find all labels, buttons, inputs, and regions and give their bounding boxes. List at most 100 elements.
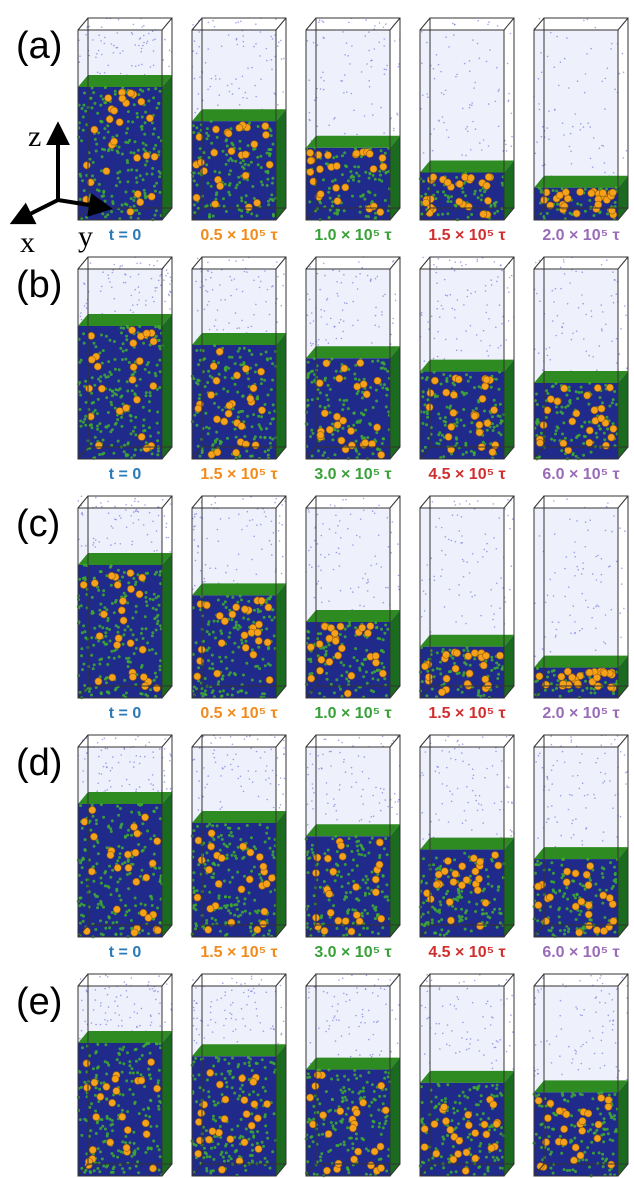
- vapor-dot: [144, 755, 146, 758]
- vapor-dot: [555, 628, 558, 631]
- vapor-dot: [592, 573, 594, 575]
- vapor-dot: [393, 127, 395, 130]
- film-bead: [240, 689, 244, 693]
- film-bead: [117, 813, 121, 817]
- vapor-dot: [283, 747, 285, 749]
- film-bead: [230, 618, 234, 622]
- vapor-dot: [373, 512, 376, 515]
- film-bead: [148, 597, 152, 601]
- film-bead: [208, 890, 212, 894]
- film-bead: [89, 423, 93, 427]
- film-bead: [205, 648, 209, 652]
- vapor-dot: [598, 345, 600, 347]
- vapor-dot: [152, 788, 155, 791]
- vapor-dot: [490, 588, 493, 591]
- nanoparticle: [352, 883, 360, 891]
- film-bead: [220, 694, 224, 698]
- film-bead: [225, 904, 229, 907]
- film-bead: [146, 829, 150, 833]
- nanoparticle: [339, 416, 347, 425]
- vapor-dot: [375, 306, 377, 309]
- film-bead: [95, 142, 99, 146]
- film-bead: [547, 670, 551, 674]
- vapor-dot: [335, 337, 338, 340]
- film-bead: [269, 890, 273, 894]
- vapor-dot: [604, 529, 607, 532]
- vapor-dot: [259, 523, 262, 526]
- film-bead: [271, 362, 275, 366]
- vapor-dot: [397, 585, 400, 588]
- film-bead: [98, 453, 102, 456]
- box-depth-edge: [389, 256, 401, 270]
- film-bead: [203, 677, 207, 680]
- vapor-dot: [368, 86, 371, 88]
- vapor-dot: [277, 45, 279, 47]
- vapor-dot: [477, 19, 480, 22]
- film-bead: [595, 435, 599, 439]
- film-bead: [116, 418, 120, 422]
- vapor-dot: [98, 541, 100, 543]
- vapor-dot: [484, 533, 487, 535]
- vapor-dot: [272, 285, 274, 287]
- film-bead: [102, 136, 106, 140]
- vapor-dot: [574, 631, 577, 634]
- film-bead: [213, 344, 217, 348]
- vapor-dot: [144, 744, 147, 747]
- vapor-dot: [253, 279, 255, 282]
- nanoparticle: [258, 406, 266, 415]
- vapor-dot: [546, 55, 549, 58]
- vapor-dot: [435, 271, 438, 274]
- film-bead: [144, 143, 148, 147]
- film-bead: [257, 414, 261, 418]
- film-bead: [533, 399, 537, 403]
- film-top-surface: [192, 811, 286, 823]
- film-bead: [117, 145, 121, 149]
- box-front-edge: [77, 29, 163, 221]
- film-bead: [153, 189, 157, 193]
- film-bead: [106, 130, 110, 134]
- film-bead: [120, 210, 124, 214]
- film-bead: [354, 835, 358, 839]
- frame-4: 4.5 × 10⁵ τ: [419, 256, 515, 483]
- film-bead: [344, 895, 347, 899]
- film-bead: [562, 421, 566, 425]
- vapor-dot: [153, 300, 155, 303]
- film-bead: [93, 101, 97, 105]
- vapor-dot: [556, 314, 559, 317]
- vapor-dot: [116, 32, 119, 34]
- film-bead: [252, 413, 256, 417]
- vapor-dot: [113, 297, 116, 300]
- film-bead: [336, 429, 340, 433]
- vapor-dot: [275, 497, 277, 500]
- film-bead: [117, 894, 121, 898]
- film-bead: [154, 652, 158, 655]
- film-bead: [110, 649, 114, 653]
- vapor-dot: [469, 104, 471, 106]
- film-bead: [247, 891, 251, 895]
- film-bead: [584, 679, 587, 683]
- vapor-dot: [580, 123, 582, 125]
- film-bead: [466, 649, 470, 653]
- vapor-dot: [574, 113, 576, 115]
- vapor-dot: [258, 286, 261, 289]
- film-bead: [226, 390, 230, 393]
- vapor-dot: [101, 738, 104, 741]
- vapor-dot: [372, 114, 374, 116]
- film-bead: [205, 851, 209, 855]
- film-bead: [91, 814, 95, 818]
- vapor-dot: [210, 271, 213, 274]
- vapor-dot: [163, 515, 166, 517]
- film-bead: [242, 420, 246, 424]
- film-bead: [263, 403, 267, 406]
- film-bead: [559, 410, 563, 414]
- film-bead: [148, 400, 151, 404]
- film-bead: [97, 182, 101, 186]
- frame-3: 3.0 × 10⁵ τ: [304, 734, 401, 961]
- vapor-dot: [363, 509, 365, 512]
- vapor-dot: [271, 285, 273, 288]
- film-bead: [83, 838, 87, 842]
- film-bead: [344, 891, 348, 895]
- film-bead: [238, 139, 242, 143]
- vapor-dot: [225, 571, 227, 574]
- vapor-dot: [138, 44, 140, 47]
